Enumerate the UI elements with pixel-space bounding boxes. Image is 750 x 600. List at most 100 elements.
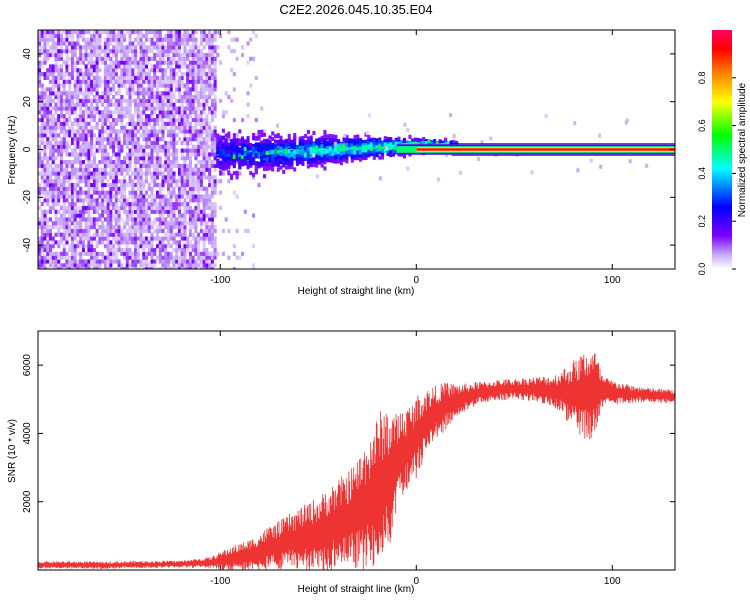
heatmap-cell	[210, 45, 214, 50]
heatmap-cell	[345, 140, 349, 145]
heatmap-cell	[186, 106, 190, 111]
heatmap-cell	[134, 236, 138, 241]
heatmap-cell	[40, 106, 44, 111]
heatmap-cell	[81, 137, 85, 142]
heatmap-cell	[46, 221, 50, 226]
heatmap-cell	[59, 186, 63, 191]
heatmap-cell	[131, 148, 135, 153]
heatmap-cell	[304, 144, 308, 149]
heatmap-cell	[175, 217, 179, 222]
heatmap-cell	[92, 79, 96, 84]
heatmap-cell	[208, 121, 212, 126]
heatmap-cell	[186, 167, 190, 172]
heatmap-cell	[227, 171, 231, 176]
heatmap-cell	[293, 140, 297, 146]
heatmap-cell	[197, 240, 201, 245]
heatmap-cell	[194, 68, 198, 73]
heatmap-cell	[136, 148, 140, 153]
heatmap-cell	[301, 145, 305, 151]
heatmap-cell	[84, 45, 88, 50]
heatmap-cell	[216, 137, 220, 142]
heatmap-cell	[317, 157, 321, 162]
heatmap-cell	[249, 152, 253, 157]
heatmap-cell	[38, 236, 42, 241]
heatmap-cell	[210, 221, 214, 226]
heatmap-cell	[117, 244, 121, 249]
heatmap-cell	[293, 167, 297, 172]
heatmap-cell	[177, 190, 181, 195]
heatmap-cell	[103, 144, 107, 149]
heatmap-cell	[114, 225, 118, 230]
heatmap-cell	[68, 247, 72, 253]
heatmap-cell	[337, 159, 341, 164]
heatmap-cell	[109, 87, 113, 92]
heatmap-cell	[62, 167, 66, 172]
heatmap-cell	[172, 156, 176, 161]
heatmap-cell	[175, 52, 179, 58]
heatmap-cell	[128, 33, 132, 38]
heatmap-cell	[103, 87, 107, 92]
heatmap-cell	[202, 240, 206, 245]
heatmap-cell	[43, 95, 47, 100]
heatmap-cell	[103, 190, 107, 195]
heatmap-cell	[161, 259, 165, 264]
heatmap-cell	[155, 133, 160, 138]
heatmap-cell	[139, 240, 143, 245]
heatmap-cell	[191, 267, 195, 269]
heatmap-cell	[356, 147, 360, 152]
heatmap-cell	[87, 95, 91, 100]
heatmap-cell	[70, 140, 74, 146]
heatmap-cell	[57, 75, 61, 81]
heatmap-cell	[131, 255, 135, 260]
heatmap-cell	[57, 30, 61, 35]
heatmap-cell	[191, 56, 195, 61]
heatmap-cell	[202, 110, 206, 115]
heatmap-cell	[145, 190, 149, 195]
heatmap-cell	[188, 37, 192, 42]
heatmap-cell	[43, 163, 47, 168]
heatmap-cell	[65, 148, 69, 153]
heatmap-cell	[95, 267, 99, 269]
heatmap-cell	[199, 213, 203, 218]
heatmap-cell	[73, 148, 77, 153]
heatmap-cell	[134, 190, 138, 195]
heatmap-cell	[166, 98, 171, 103]
heatmap-cell	[172, 106, 176, 111]
heatmap-cell	[155, 91, 160, 96]
heatmap-cell	[186, 102, 190, 107]
heatmap-cell	[128, 72, 132, 77]
heatmap-cell	[394, 141, 398, 146]
heatmap-cell	[232, 72, 236, 77]
heatmap-cell	[194, 152, 198, 157]
heatmap-cell	[103, 156, 107, 161]
heatmap-cell	[134, 267, 138, 269]
heatmap-cell	[188, 240, 192, 245]
heatmap-cell	[145, 244, 149, 249]
heatmap-cell	[98, 160, 102, 165]
heatmap-cell	[265, 151, 269, 156]
heatmap-cell	[188, 121, 192, 126]
heatmap-cell	[161, 52, 165, 58]
heatmap-cell	[378, 150, 382, 155]
heatmap-cell	[134, 205, 138, 211]
heatmap-cell	[213, 49, 217, 54]
heatmap-cell	[79, 225, 83, 230]
heatmap-cell	[101, 205, 105, 211]
heatmap-cell	[158, 64, 162, 69]
heatmap-cell	[123, 68, 127, 73]
heatmap-cell	[81, 98, 85, 103]
heatmap-cell	[284, 148, 289, 153]
heatmap-cell	[202, 33, 206, 38]
heatmap-cell	[48, 72, 53, 77]
heatmap-cell	[142, 179, 146, 184]
heatmap-cell	[62, 186, 66, 191]
heatmap-cell	[158, 160, 162, 165]
heatmap-cell	[254, 33, 258, 38]
heatmap-cell	[57, 52, 61, 58]
heatmap-cell	[101, 240, 105, 245]
heatmap-cell	[76, 259, 80, 264]
heatmap-cell	[161, 133, 165, 138]
heatmap-cell	[123, 225, 127, 230]
heatmap-cell	[372, 155, 376, 160]
heatmap-cell	[188, 205, 192, 211]
